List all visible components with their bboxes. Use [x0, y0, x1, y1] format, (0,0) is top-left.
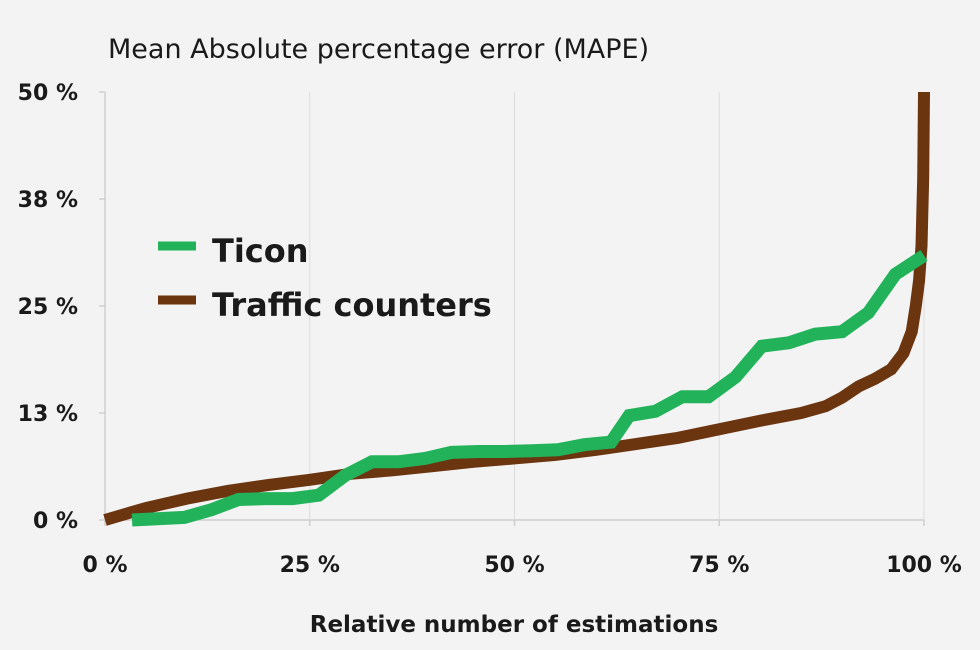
y-tick-label: 25 % — [18, 295, 78, 320]
legend-label-traffic-counters: Traffic counters — [212, 286, 492, 324]
x-tick-label: 100 % — [886, 553, 962, 578]
y-axis-ticks: 0 % 13 % 25 % 38 % 50 % — [18, 81, 105, 534]
x-axis-label: Relative number of estimations — [310, 612, 719, 638]
x-axis-ticks: 0 % 25 % 50 % 75 % 100 % — [82, 520, 962, 578]
series-line-ticon — [131, 250, 928, 527]
y-tick-label: 38 % — [18, 188, 78, 213]
chart-title: Mean Absolute percentage error (MAPE) — [108, 34, 649, 65]
y-tick-label: 50 % — [18, 81, 78, 106]
x-tick-label: 0 % — [82, 553, 127, 578]
series-line-traffic-counters — [103, 91, 930, 526]
x-tick-label: 75 % — [689, 553, 749, 578]
y-tick-label: 0 % — [33, 509, 78, 534]
legend: Ticon Traffic counters — [158, 232, 492, 324]
x-tick-label: 50 % — [484, 553, 544, 578]
y-tick-label: 13 % — [18, 402, 78, 427]
x-tick-label: 25 % — [280, 553, 340, 578]
legend-label-ticon: Ticon — [212, 232, 309, 270]
series-lines — [103, 91, 930, 527]
